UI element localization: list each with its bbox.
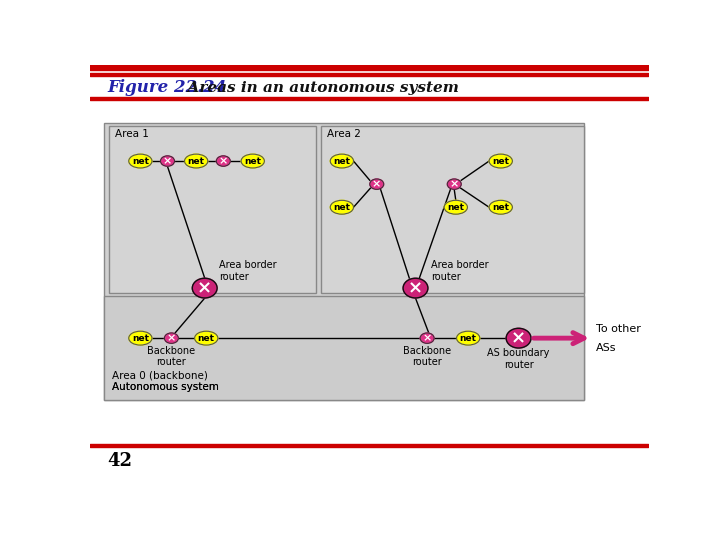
Text: Autonomous system: Autonomous system: [112, 382, 219, 392]
Text: 42: 42: [107, 453, 132, 470]
Text: net: net: [333, 202, 351, 212]
Bar: [321, 126, 585, 294]
Bar: [104, 296, 585, 400]
Ellipse shape: [241, 154, 264, 168]
Ellipse shape: [403, 278, 428, 298]
Text: ASs: ASs: [596, 343, 616, 353]
Ellipse shape: [161, 156, 174, 166]
Ellipse shape: [194, 331, 218, 345]
Text: net: net: [333, 157, 351, 166]
Text: ×: ×: [423, 333, 432, 343]
Text: net: net: [492, 157, 509, 166]
Ellipse shape: [129, 154, 152, 168]
Text: net: net: [492, 202, 509, 212]
Bar: [109, 126, 316, 294]
Text: Autonomous system: Autonomous system: [112, 382, 219, 392]
Ellipse shape: [456, 331, 480, 345]
Ellipse shape: [444, 200, 467, 214]
Text: AS boundary
router: AS boundary router: [487, 348, 550, 370]
Ellipse shape: [164, 333, 179, 343]
FancyArrowPatch shape: [534, 333, 584, 343]
Ellipse shape: [489, 200, 513, 214]
Text: Area border
router: Area border router: [219, 260, 276, 282]
Ellipse shape: [420, 333, 434, 343]
Text: Area 1: Area 1: [114, 130, 148, 139]
Text: Backbone
router: Backbone router: [148, 346, 195, 367]
Ellipse shape: [447, 179, 462, 190]
Text: Area 2: Area 2: [327, 130, 361, 139]
Text: Backbone
router: Backbone router: [403, 346, 451, 367]
Text: ×: ×: [163, 156, 172, 166]
Text: net: net: [244, 157, 261, 166]
Text: net: net: [447, 202, 464, 212]
Text: net: net: [132, 334, 149, 343]
Text: ×: ×: [219, 156, 228, 166]
Text: Area 0 (backbone): Area 0 (backbone): [112, 370, 207, 381]
Text: net: net: [132, 157, 149, 166]
Text: ×: ×: [449, 179, 459, 189]
Text: net: net: [459, 334, 477, 343]
Text: To other: To other: [596, 323, 641, 334]
Ellipse shape: [330, 154, 354, 168]
Text: net: net: [188, 157, 204, 166]
Text: Figure 22.24: Figure 22.24: [107, 79, 226, 97]
Text: ×: ×: [167, 333, 176, 343]
Ellipse shape: [489, 154, 513, 168]
Text: ×: ×: [197, 279, 212, 297]
Text: ×: ×: [372, 179, 382, 189]
Bar: [104, 123, 585, 400]
Ellipse shape: [506, 328, 531, 348]
Ellipse shape: [129, 331, 152, 345]
Text: Area border
router: Area border router: [431, 260, 489, 282]
Ellipse shape: [216, 156, 230, 166]
Ellipse shape: [192, 278, 217, 298]
Text: ×: ×: [511, 329, 526, 347]
Ellipse shape: [184, 154, 208, 168]
Text: ×: ×: [408, 279, 423, 297]
Text: Areas in an autonomous system: Areas in an autonomous system: [177, 81, 459, 95]
Ellipse shape: [370, 179, 384, 190]
Text: net: net: [198, 334, 215, 343]
Ellipse shape: [330, 200, 354, 214]
